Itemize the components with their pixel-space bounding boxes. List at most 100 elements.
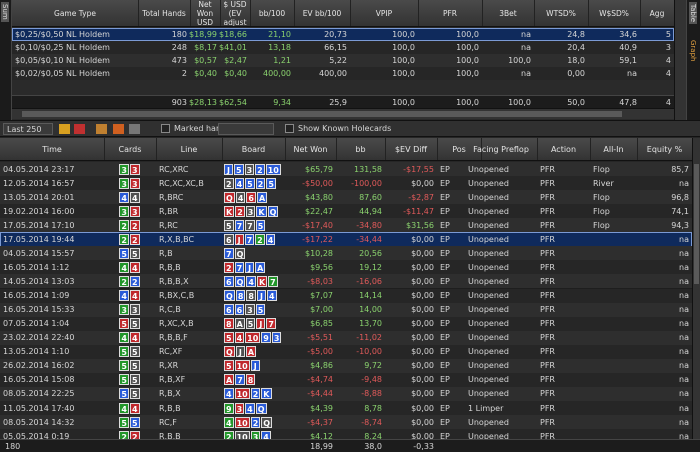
tab-graph[interactable]: Graph [689, 40, 697, 62]
stat-cell: 180 [171, 30, 187, 39]
hand-row[interactable]: 19.02.2014 16:00 3 3 R,BR K 2 3 K Q $22,47 44,94 -$… [0, 204, 692, 220]
line-cell: RC,XRC [159, 164, 189, 174]
column-header: Board [222, 138, 286, 160]
position-cell: EP [440, 262, 450, 272]
card: 3 [130, 177, 140, 189]
all-in-cell [590, 429, 637, 439]
ev-diff-cell: $0,00 [411, 291, 434, 301]
hand-row[interactable]: 16.05.2014 1:12 4 4 R,B,B 2 7 J A $9,56 19,12 $0,0… [0, 260, 692, 276]
v-scrollbar[interactable] [674, 0, 686, 120]
icon-bars[interactable] [113, 124, 124, 134]
tab-summary[interactable]: Sum [1, 2, 9, 22]
h-scrollbar[interactable] [12, 108, 674, 119]
hand-row[interactable]: 17.05.2014 19:44 2 2 R,X,B,BC 6 J 7 2 4 -$17,22 -3… [0, 232, 692, 248]
hand-row[interactable]: 08.05.2014 22:25 5 5 R,B,X 4 10 2 K -$4,44 -8,88 $… [0, 386, 692, 402]
position-cell: EP [440, 375, 450, 385]
net-won-cell: -$8,03 [307, 276, 333, 286]
stat-cell: 40,9 [619, 43, 637, 52]
stat-cell: 34,6 [619, 30, 637, 39]
stat-cell: $8,17 [194, 43, 217, 52]
icon-filter[interactable] [129, 124, 140, 134]
position-cell: EP [440, 361, 450, 371]
net-won-cell: -$4,44 [307, 389, 333, 399]
position-cell: EP [440, 347, 450, 357]
facing-preflop-cell: Unopened [468, 361, 509, 371]
hand-row[interactable]: 16.05.2014 1:09 4 4 R,BX,C,B Q 8 8 J 4 $7,07 14,14… [0, 288, 692, 304]
net-won-cell: $22,47 [305, 206, 333, 216]
bb-cell: -8,74 [361, 417, 382, 427]
line-cell: R,B,XF [159, 375, 186, 385]
card: 3 [130, 163, 140, 175]
column-header: Line [156, 138, 223, 160]
stat-cell: 100,0 [456, 69, 479, 78]
column-header: Time [0, 138, 105, 160]
bb-cell: 14,14 [359, 291, 382, 301]
card: J [235, 346, 245, 358]
bb-cell: -8,88 [361, 389, 382, 399]
hand-row[interactable]: 23.02.2014 22:40 4 4 R,B,B,F 5 4 10 9 3 -$5,51 -11… [0, 330, 692, 346]
summary-row: $0,05/$0,10 NL Holdem 473 $0,57 $2,47 1,21 5,… [12, 54, 674, 67]
card: A [234, 318, 245, 330]
marked-dropdown[interactable] [218, 123, 274, 135]
stat-cell: 66,15 [324, 43, 347, 52]
time-cell: 14.05.2014 13:03 [3, 276, 75, 286]
card: 5 [245, 177, 255, 189]
hand-row[interactable]: 26.02.2014 16:02 5 5 R,XR 5 10 J $4,86 9,72 $0,00… [0, 358, 692, 374]
game-type-cell: $0,25/$0,50 NL Holdem [15, 30, 110, 39]
footer-count: 180 [5, 441, 21, 451]
bb-cell: -34,80 [356, 220, 382, 230]
action-cell: PFR [540, 220, 555, 230]
stat-cell: 100,0 [456, 43, 479, 52]
card: 5 [245, 318, 256, 330]
net-won-cell: $9,56 [310, 262, 333, 272]
card: 4 [130, 402, 140, 414]
total-row: 903 $28,13 $62,54 9,34 25,9 100,0 100,0 100,0 50… [12, 96, 674, 108]
card: 3 [244, 163, 255, 175]
card: 4 [246, 275, 256, 287]
hand-row[interactable]: 11.05.2014 17:40 4 4 R,B,B 9 3 4 Q $4,39 8,78 $0,0… [0, 401, 692, 417]
all-in-cell: Flop [593, 206, 610, 216]
time-cell: 12.05.2014 16:57 [3, 178, 75, 188]
card: 4 [266, 290, 277, 302]
hand-row[interactable]: 12.05.2014 16:57 3 3 RC,XC,XC,B 2 4 5 2 5 -$50,00… [0, 176, 692, 192]
icon-rewind[interactable] [59, 124, 70, 134]
tab-table[interactable]: Table [689, 2, 697, 25]
card: J [224, 163, 233, 175]
range-dropdown[interactable]: Last 250 [3, 123, 53, 135]
card: 5 [130, 247, 140, 259]
icon-chart[interactable] [96, 124, 107, 134]
line-cell: R,XC,X,B [159, 319, 194, 329]
hand-row[interactable]: 14.05.2014 13:03 2 2 R,B,B,X 6 Q 4 K 7 -$8,03 -16,… [0, 274, 692, 290]
line-cell: R,B,B [159, 403, 181, 413]
card: J [256, 290, 266, 302]
holecards-checkbox[interactable]: Show Known Holecards [285, 123, 391, 135]
stat-cell: 1,21 [273, 56, 291, 65]
hand-row[interactable]: 17.05.2014 17:10 2 2 R,RC 5 7 7 5 -$17,40 -34,80 $… [0, 218, 692, 234]
footer-net: 18,99 [310, 441, 333, 451]
ev-diff-cell: -$17,55 [403, 164, 434, 174]
hand-row[interactable]: 04.05.2014 15:57 5 5 R,B 7 Q $10,28 20,56 $0,00 E… [0, 246, 692, 262]
time-cell: 13.05.2014 20:01 [3, 192, 75, 202]
ev-diff-cell: $0,00 [411, 333, 434, 343]
hand-row[interactable]: 04.05.2014 23:17 3 3 RC,XRC J 5 3 2 10 $65,79 131,… [0, 162, 692, 177]
line-cell: R,BR [159, 206, 179, 216]
hand-row[interactable]: 16.05.2014 15:33 3 3 R,C,B 6 6 3 5 $7,00 14,00 $0,… [0, 302, 692, 318]
hand-row[interactable]: 07.05.2014 1:04 5 5 R,XC,X,B 8 A 5 J 7 $6,85 13,70… [0, 316, 692, 332]
hand-row[interactable]: 13.05.2014 20:01 4 4 R,BRC Q 4 6 A $43,80 87,60 -$… [0, 190, 692, 206]
marked-hands-checkbox[interactable]: Marked hands [161, 123, 230, 135]
hands-v-scrollbar[interactable] [692, 138, 700, 439]
hand-row[interactable]: 05.05.2014 0:19 2 2 R,B,B 2 10 3 4 $4,12 8,24 $0,0… [0, 429, 692, 439]
icon-cards[interactable] [74, 124, 85, 134]
equity-cell: na [679, 291, 689, 301]
stat-cell: 3 [665, 43, 671, 52]
hand-row[interactable]: 13.05.2014 1:10 5 5 RC,XF Q J A -$5,00 -10,00 $0,… [0, 344, 692, 360]
bb-cell: -10,00 [356, 347, 382, 357]
card: A [255, 261, 266, 273]
card: 7 [268, 275, 278, 287]
hand-row[interactable]: 08.05.2014 14:32 5 5 RC,F 4 10 2 Q -$4,37 -8,74 $0… [0, 415, 692, 431]
line-cell: R,B [159, 248, 173, 258]
hand-row[interactable]: 16.05.2014 15:08 5 5 R,B,XF A 7 8 -$4,74 -9,48 $0… [0, 372, 692, 388]
